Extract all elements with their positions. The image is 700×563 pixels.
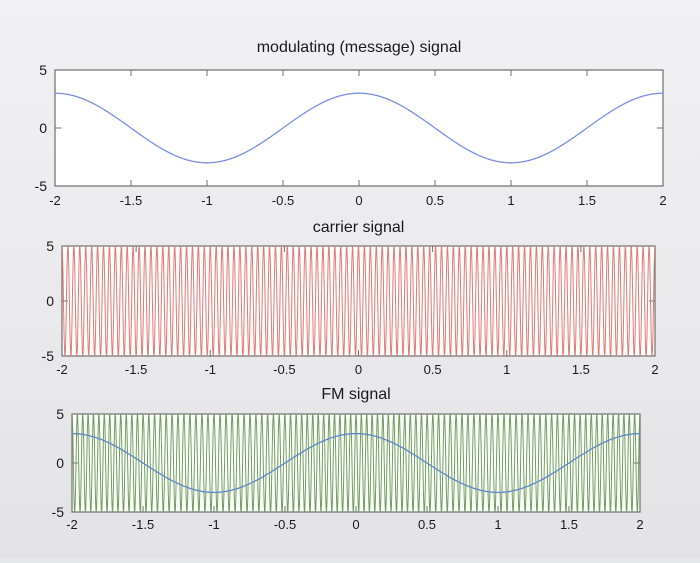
x-tick-label: 2 [636, 517, 643, 532]
y-tick-label: -5 [52, 504, 65, 520]
y-tick-label: -5 [42, 348, 55, 364]
y-tick-label: 0 [56, 455, 64, 471]
x-tick-label: 0.5 [418, 517, 436, 532]
y-tick-label: 0 [39, 120, 47, 136]
plot-title: carrier signal [313, 219, 405, 236]
x-tick-label: -1 [204, 362, 216, 377]
x-tick-label: 0 [355, 362, 362, 377]
y-tick-label: 5 [39, 62, 47, 78]
series-line-0 [55, 92, 663, 164]
x-tick-label: 1.5 [560, 517, 578, 532]
plot-title: modulating (message) signal [257, 39, 462, 56]
x-tick-label: 0.5 [424, 362, 442, 377]
y-tick-label: 5 [56, 406, 64, 422]
x-tick-label: 1.5 [572, 362, 590, 377]
x-tick-label: 2 [651, 362, 658, 377]
x-tick-label: -1.5 [132, 517, 154, 532]
x-tick-label: -1 [201, 193, 213, 208]
x-tick-label: -1.5 [125, 362, 147, 377]
x-tick-label: -0.5 [274, 517, 296, 532]
x-tick-label: -1.5 [120, 193, 142, 208]
y-tick-label: -5 [35, 178, 48, 194]
series-line-1 [72, 432, 640, 494]
x-tick-label: 1 [507, 193, 514, 208]
plot-message-signal: modulating (message) signal -2 -1.5 -1 -0.5 0… [35, 39, 667, 208]
y-tick-label: 0 [46, 293, 54, 309]
x-tick-label: -2 [66, 517, 78, 532]
plot-fm-signal: FM signal -2 -1.5 -1 -0.5 0 0.5 1 1.5 2 5 0 -5 [52, 386, 644, 532]
x-tick-label: 2 [659, 193, 666, 208]
plot-carrier-signal: carrier signal -2 -1.5 -1 -0.5 0 0.5 1 1.5 2 5 0 -5 [42, 219, 659, 377]
x-tick-label: 1 [503, 362, 510, 377]
y-tick-label: 5 [46, 238, 54, 254]
x-tick-label: 1.5 [578, 193, 596, 208]
plot-title: FM signal [321, 386, 390, 403]
x-tick-label: -1 [208, 517, 220, 532]
x-tick-label: -0.5 [272, 193, 294, 208]
series-line-0 [72, 414, 640, 512]
series-line-0 [62, 246, 655, 356]
plot-area [61, 245, 656, 357]
plot-area [54, 69, 664, 187]
x-tick-label: -2 [56, 362, 68, 377]
x-tick-label: -2 [49, 193, 61, 208]
x-tick-label: -0.5 [273, 362, 295, 377]
x-tick-label: 1 [494, 517, 501, 532]
x-tick-label: 0 [355, 193, 362, 208]
x-tick-label: 0 [352, 517, 359, 532]
x-tick-label: 0.5 [426, 193, 444, 208]
